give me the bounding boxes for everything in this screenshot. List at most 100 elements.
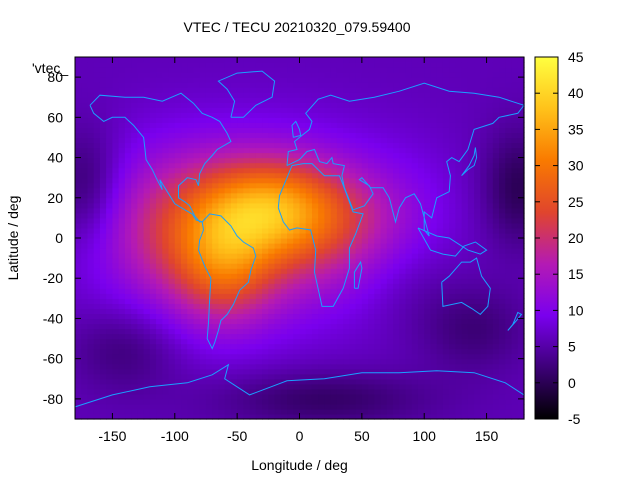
heatmap-cell [311,288,319,294]
heatmap-cell [249,117,257,123]
heatmap-cell [93,308,101,315]
heatmap-cell [274,182,282,189]
heatmap-cell [205,117,213,123]
heatmap-cell [336,338,344,345]
heatmap-cell [181,388,188,395]
heatmap-cell [293,348,301,355]
heatmap-cell [474,353,481,360]
heatmap-cell [137,167,145,174]
heatmap-cell [436,353,444,360]
heatmap-cell [368,238,375,244]
heatmap-cell [280,122,288,128]
heatmap-cell [143,268,151,274]
heatmap-cell [99,388,107,395]
heatmap-cell [243,358,251,365]
heatmap-cell [374,243,382,249]
heatmap-cell [386,67,394,73]
heatmap-cell [343,268,350,274]
heatmap-cell [492,97,500,103]
heatmap-cell [112,263,120,269]
heatmap-cell [461,192,469,199]
heatmap-cell [124,72,132,78]
heatmap-cell [268,343,276,350]
heatmap-cell [436,152,444,159]
heatmap-cell [93,353,101,360]
heatmap-cell [449,102,457,108]
heatmap-cell [280,303,288,309]
heatmap-cell [368,227,375,234]
heatmap-cell [424,82,432,88]
heatmap-cell [162,368,170,375]
heatmap-cell [268,87,276,93]
heatmap-cell [349,232,357,239]
heatmap-cell [368,217,375,224]
heatmap-cell [449,107,457,113]
heatmap-cell [368,207,375,214]
heatmap-cell [324,268,332,274]
heatmap-cell [293,283,301,289]
heatmap-cell [361,313,369,320]
heatmap-cell [193,182,201,189]
heatmap-cell [93,388,101,395]
heatmap-cell [230,207,238,214]
heatmap-cell [187,62,195,68]
heatmap-cell [330,338,338,345]
heatmap-cell [461,92,469,98]
heatmap-cell [162,413,170,420]
heatmap-cell [380,358,388,365]
heatmap-cell [162,318,170,325]
heatmap-cell [386,222,394,229]
heatmap-cell [417,177,425,184]
heatmap-cell [93,122,101,128]
heatmap-cell [430,268,438,274]
heatmap-cell [486,227,494,234]
heatmap-cell [287,212,294,219]
heatmap-cell [386,212,394,219]
heatmap-cell [455,142,463,149]
heatmap-cell [262,57,269,63]
heatmap-cell [336,353,344,360]
heatmap-cell [499,288,506,294]
heatmap-cell [143,373,151,380]
heatmap-cell [299,383,307,390]
heatmap-cell [99,343,107,350]
heatmap-cell [442,207,450,214]
heatmap-cell [118,147,126,154]
heatmap-cell [455,152,463,159]
heatmap-cell [162,157,170,164]
heatmap-cell [474,117,481,123]
heatmap-cell [399,358,407,365]
heatmap-cell [143,343,151,350]
heatmap-cell [106,393,114,400]
heatmap-cell [417,147,425,154]
heatmap-cell [330,162,338,169]
heatmap-cell [193,187,201,194]
heatmap-cell [424,353,432,360]
heatmap-cell [355,248,363,254]
heatmap-cell [262,172,269,179]
heatmap-cell [461,127,469,134]
heatmap-cell [499,343,506,350]
heatmap-cell [293,177,301,184]
heatmap-cell [311,393,319,400]
heatmap-cell [368,333,375,340]
heatmap-cell [162,388,170,395]
heatmap-cell [368,373,375,380]
heatmap-cell [81,313,89,320]
heatmap-cell [124,202,132,209]
heatmap-cell [349,263,357,269]
heatmap-cell [212,227,220,234]
heatmap-cell [262,368,269,375]
heatmap-cell [249,67,257,73]
heatmap-cell [349,373,357,380]
heatmap-cell [368,313,375,320]
heatmap-cell [99,318,107,325]
heatmap-cell [492,217,500,224]
heatmap-cell [411,323,419,330]
heatmap-cell [492,132,500,139]
heatmap-cell [199,57,207,63]
heatmap-cell [411,87,419,93]
heatmap-cell [262,333,269,340]
heatmap-cell [474,338,481,345]
heatmap-cell [374,373,382,380]
